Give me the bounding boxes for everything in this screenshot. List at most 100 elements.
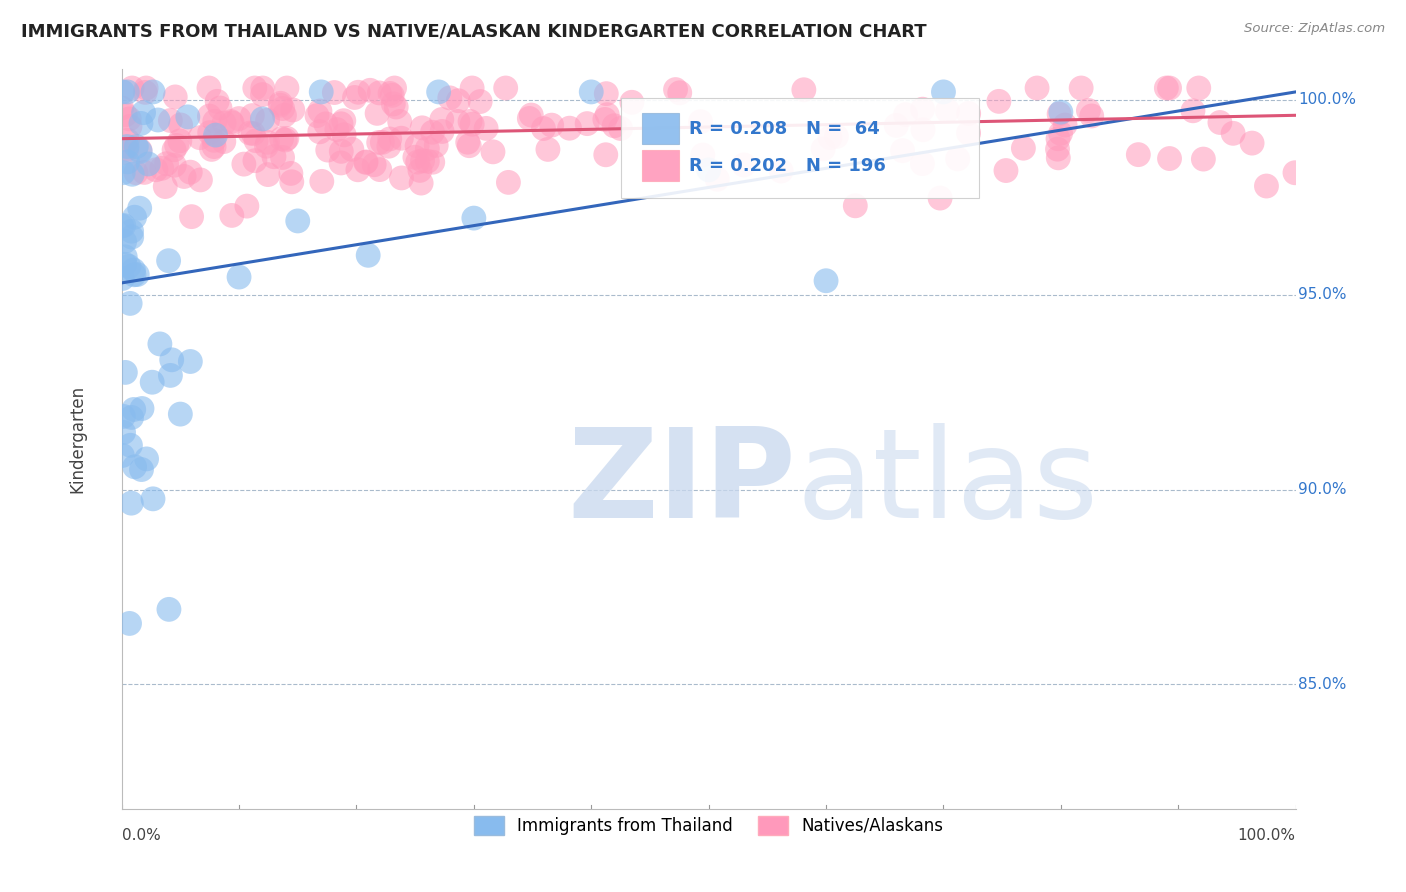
Point bbox=[412, 153, 434, 168]
Point bbox=[114, 257, 136, 271]
Point bbox=[179, 354, 201, 368]
Text: atlas: atlas bbox=[797, 423, 1099, 544]
Point bbox=[422, 155, 444, 169]
Point bbox=[416, 142, 439, 156]
Point bbox=[793, 83, 815, 97]
Point bbox=[114, 365, 136, 379]
Point bbox=[135, 81, 157, 95]
Point bbox=[416, 154, 439, 169]
Point bbox=[894, 108, 917, 122]
Point bbox=[697, 162, 720, 177]
Point bbox=[136, 157, 159, 171]
Point bbox=[112, 425, 135, 440]
Point bbox=[987, 95, 1010, 109]
Point bbox=[378, 87, 401, 101]
Point bbox=[114, 108, 136, 122]
Point bbox=[430, 124, 453, 138]
Text: 85.0%: 85.0% bbox=[1298, 677, 1347, 692]
Point bbox=[330, 156, 353, 170]
Point bbox=[884, 119, 907, 133]
Point bbox=[243, 81, 266, 95]
Point bbox=[124, 459, 146, 474]
Point bbox=[232, 157, 254, 171]
Point bbox=[595, 87, 617, 101]
Point bbox=[458, 114, 481, 128]
Text: 95.0%: 95.0% bbox=[1298, 287, 1347, 302]
Point bbox=[461, 81, 484, 95]
Point bbox=[520, 108, 543, 122]
Point bbox=[825, 129, 848, 144]
Point bbox=[517, 112, 540, 126]
Point bbox=[198, 81, 221, 95]
Point bbox=[257, 168, 280, 182]
Point bbox=[668, 86, 690, 100]
Point bbox=[330, 117, 353, 131]
Point bbox=[368, 162, 391, 177]
Point bbox=[385, 100, 408, 114]
Point bbox=[427, 85, 450, 99]
Point bbox=[581, 85, 603, 99]
Point bbox=[155, 179, 177, 194]
Point bbox=[228, 270, 250, 285]
Point bbox=[287, 214, 309, 228]
Point bbox=[188, 130, 211, 145]
Text: Kindergarten: Kindergarten bbox=[67, 384, 86, 493]
Point bbox=[111, 85, 134, 99]
Point bbox=[122, 268, 145, 282]
Point bbox=[111, 145, 134, 160]
Point bbox=[1050, 105, 1073, 120]
Point bbox=[118, 112, 141, 126]
Text: ZIP: ZIP bbox=[568, 423, 797, 544]
Point bbox=[811, 142, 834, 156]
Point bbox=[1192, 152, 1215, 166]
Point bbox=[366, 106, 388, 120]
Point bbox=[120, 496, 142, 510]
Point bbox=[354, 155, 377, 169]
Point bbox=[1047, 107, 1070, 121]
Point bbox=[609, 121, 631, 136]
Point bbox=[121, 81, 143, 95]
Point bbox=[1049, 126, 1071, 140]
Point bbox=[129, 143, 152, 157]
Point bbox=[595, 148, 617, 162]
Point bbox=[409, 163, 432, 178]
Point bbox=[239, 126, 262, 140]
Point bbox=[256, 113, 278, 128]
Point bbox=[411, 176, 433, 190]
Point bbox=[121, 230, 143, 244]
Point bbox=[117, 85, 139, 99]
Point bbox=[114, 235, 136, 249]
Point bbox=[1054, 118, 1077, 132]
Point bbox=[256, 136, 278, 150]
Point bbox=[818, 130, 841, 145]
Point bbox=[117, 133, 139, 147]
Point bbox=[252, 112, 274, 126]
Point bbox=[447, 114, 470, 128]
Point bbox=[112, 166, 135, 180]
Point bbox=[363, 158, 385, 172]
Point bbox=[256, 139, 278, 153]
Point bbox=[368, 86, 391, 100]
Point bbox=[245, 134, 267, 148]
Point bbox=[252, 81, 274, 95]
Point bbox=[157, 602, 180, 616]
Point bbox=[273, 108, 295, 122]
Point bbox=[212, 135, 235, 149]
Point bbox=[146, 113, 169, 128]
Point bbox=[891, 144, 914, 158]
Point bbox=[911, 156, 934, 170]
Point bbox=[221, 208, 243, 222]
Point bbox=[271, 102, 294, 116]
Point bbox=[815, 274, 838, 288]
Point bbox=[180, 210, 202, 224]
Point bbox=[458, 138, 481, 153]
Point bbox=[311, 174, 333, 188]
Point bbox=[118, 120, 141, 134]
Point bbox=[1188, 81, 1211, 95]
Point bbox=[422, 125, 444, 139]
Point bbox=[134, 86, 156, 100]
Point bbox=[115, 139, 138, 153]
Point bbox=[430, 112, 453, 127]
Point bbox=[263, 150, 285, 164]
Point bbox=[274, 133, 297, 147]
